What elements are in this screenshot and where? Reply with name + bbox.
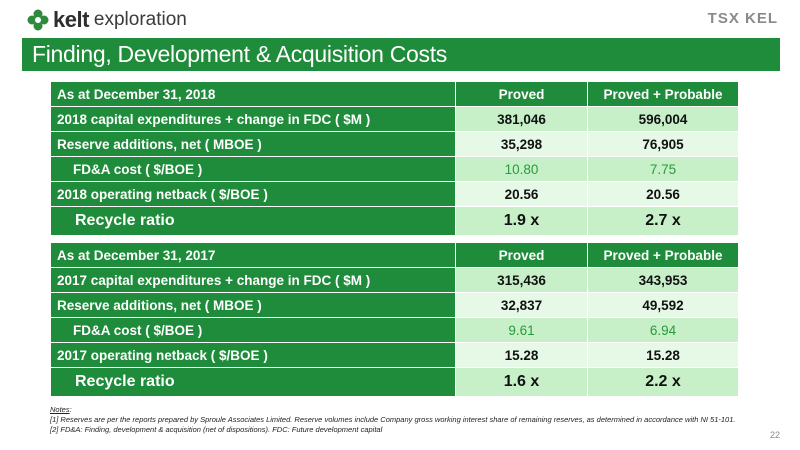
table-header-row: As at December 31, 2017 Proved Proved + … — [50, 242, 739, 268]
proved-probable-value: 20.56 — [587, 181, 739, 207]
table-row: Recycle ratio 1.6 x 2.2 x — [50, 367, 739, 397]
row-label: 2017 capital expenditures + change in FD… — [50, 267, 456, 293]
notes-heading: Notes — [50, 405, 70, 414]
footnotes: Notes: [1] Reserves are per the reports … — [50, 405, 770, 435]
proved-value: 381,046 — [455, 106, 588, 132]
proved-value: 10.80 — [455, 156, 588, 182]
row-label: FD&A cost ( $/BOE ) — [50, 156, 456, 182]
proved-value: 9.61 — [455, 317, 588, 343]
header-period: As at December 31, 2018 — [50, 81, 456, 107]
table-row: 2017 capital expenditures + change in FD… — [50, 267, 739, 293]
proved-value: 1.6 x — [455, 367, 588, 397]
tsx-logo: TSX KEL — [707, 10, 778, 27]
proved-probable-value: 7.75 — [587, 156, 739, 182]
footnote-1: [1] Reserves are per the reports prepare… — [50, 415, 736, 424]
logo-suffix-text: exploration — [93, 9, 187, 30]
table-row: 2018 capital expenditures + change in FD… — [50, 106, 739, 132]
page-title: Finding, Development & Acquisition Costs — [22, 38, 780, 71]
row-label: FD&A cost ( $/BOE ) — [50, 317, 456, 343]
proved-value: 35,298 — [455, 131, 588, 157]
proved-probable-value: 2.2 x — [587, 367, 739, 397]
table-row: Reserve additions, net ( MBOE ) 32,837 4… — [50, 292, 739, 318]
proved-probable-value: 596,004 — [587, 106, 739, 132]
table-2018: As at December 31, 2018 Proved Proved + … — [50, 81, 739, 236]
row-label: 2017 operating netback ( $/BOE ) — [50, 342, 456, 368]
row-label: Recycle ratio — [50, 367, 456, 397]
header-proved-probable: Proved + Probable — [587, 242, 739, 268]
table-row: 2017 operating netback ( $/BOE ) 15.28 1… — [50, 342, 739, 368]
table-row: Reserve additions, net ( MBOE ) 35,298 7… — [50, 131, 739, 157]
table-row: Recycle ratio 1.9 x 2.7 x — [50, 206, 739, 236]
kelt-leaf-cluster-icon — [27, 9, 49, 31]
header-proved-probable: Proved + Probable — [587, 81, 739, 107]
page-number: 22 — [769, 430, 780, 440]
proved-value: 315,436 — [455, 267, 588, 293]
proved-value: 20.56 — [455, 181, 588, 207]
table-2017: As at December 31, 2017 Proved Proved + … — [50, 242, 739, 397]
header-period: As at December 31, 2017 — [50, 242, 456, 268]
row-label: Reserve additions, net ( MBOE ) — [50, 131, 456, 157]
row-label: Reserve additions, net ( MBOE ) — [50, 292, 456, 318]
proved-value: 32,837 — [455, 292, 588, 318]
header-proved: Proved — [455, 81, 588, 107]
kelt-logo: kelt exploration — [26, 7, 187, 33]
proved-value: 15.28 — [455, 342, 588, 368]
proved-probable-value: 15.28 — [587, 342, 739, 368]
proved-probable-value: 2.7 x — [587, 206, 739, 236]
footnote-2: [2] FD&A: Finding, development & acquisi… — [50, 425, 383, 434]
proved-probable-value: 49,592 — [587, 292, 739, 318]
proved-probable-value: 6.94 — [587, 317, 739, 343]
table-row: 2018 operating netback ( $/BOE ) 20.56 2… — [50, 181, 739, 207]
header-proved: Proved — [455, 242, 588, 268]
row-label: Recycle ratio — [50, 206, 456, 236]
logo-brand-text: kelt — [53, 7, 89, 32]
row-label: 2018 capital expenditures + change in FD… — [50, 106, 456, 132]
proved-value: 1.9 x — [455, 206, 588, 236]
table-row: FD&A cost ( $/BOE ) 10.80 7.75 — [50, 156, 739, 182]
proved-probable-value: 76,905 — [587, 131, 739, 157]
proved-probable-value: 343,953 — [587, 267, 739, 293]
row-label: 2018 operating netback ( $/BOE ) — [50, 181, 456, 207]
table-row: FD&A cost ( $/BOE ) 9.61 6.94 — [50, 317, 739, 343]
table-header-row: As at December 31, 2018 Proved Proved + … — [50, 81, 739, 107]
